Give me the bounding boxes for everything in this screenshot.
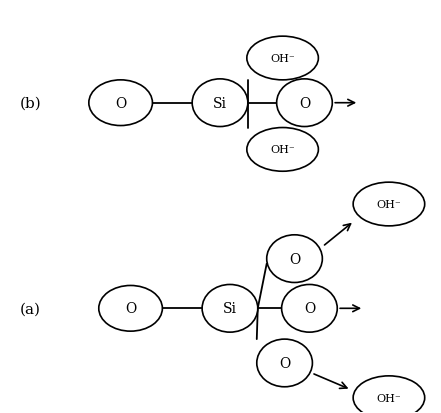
Ellipse shape bbox=[353, 376, 425, 413]
Text: O: O bbox=[304, 301, 315, 316]
Text: O: O bbox=[279, 356, 290, 370]
Text: OH⁻: OH⁻ bbox=[377, 199, 401, 209]
Text: (b): (b) bbox=[19, 97, 41, 110]
Ellipse shape bbox=[202, 285, 258, 332]
Ellipse shape bbox=[353, 183, 425, 226]
Text: O: O bbox=[125, 301, 136, 316]
Ellipse shape bbox=[247, 37, 318, 81]
Text: OH⁻: OH⁻ bbox=[270, 54, 295, 64]
Text: O: O bbox=[289, 252, 300, 266]
Ellipse shape bbox=[89, 81, 153, 126]
Ellipse shape bbox=[267, 235, 322, 283]
Ellipse shape bbox=[99, 286, 162, 331]
Ellipse shape bbox=[282, 285, 337, 332]
Ellipse shape bbox=[192, 80, 248, 127]
Text: O: O bbox=[299, 97, 310, 110]
Text: OH⁻: OH⁻ bbox=[270, 145, 295, 155]
Text: (a): (a) bbox=[19, 301, 40, 316]
Ellipse shape bbox=[277, 80, 332, 127]
Text: Si: Si bbox=[213, 97, 227, 110]
Text: Si: Si bbox=[223, 301, 237, 316]
Text: OH⁻: OH⁻ bbox=[377, 393, 401, 403]
Text: O: O bbox=[115, 97, 126, 110]
Ellipse shape bbox=[247, 128, 318, 172]
Ellipse shape bbox=[257, 339, 312, 387]
